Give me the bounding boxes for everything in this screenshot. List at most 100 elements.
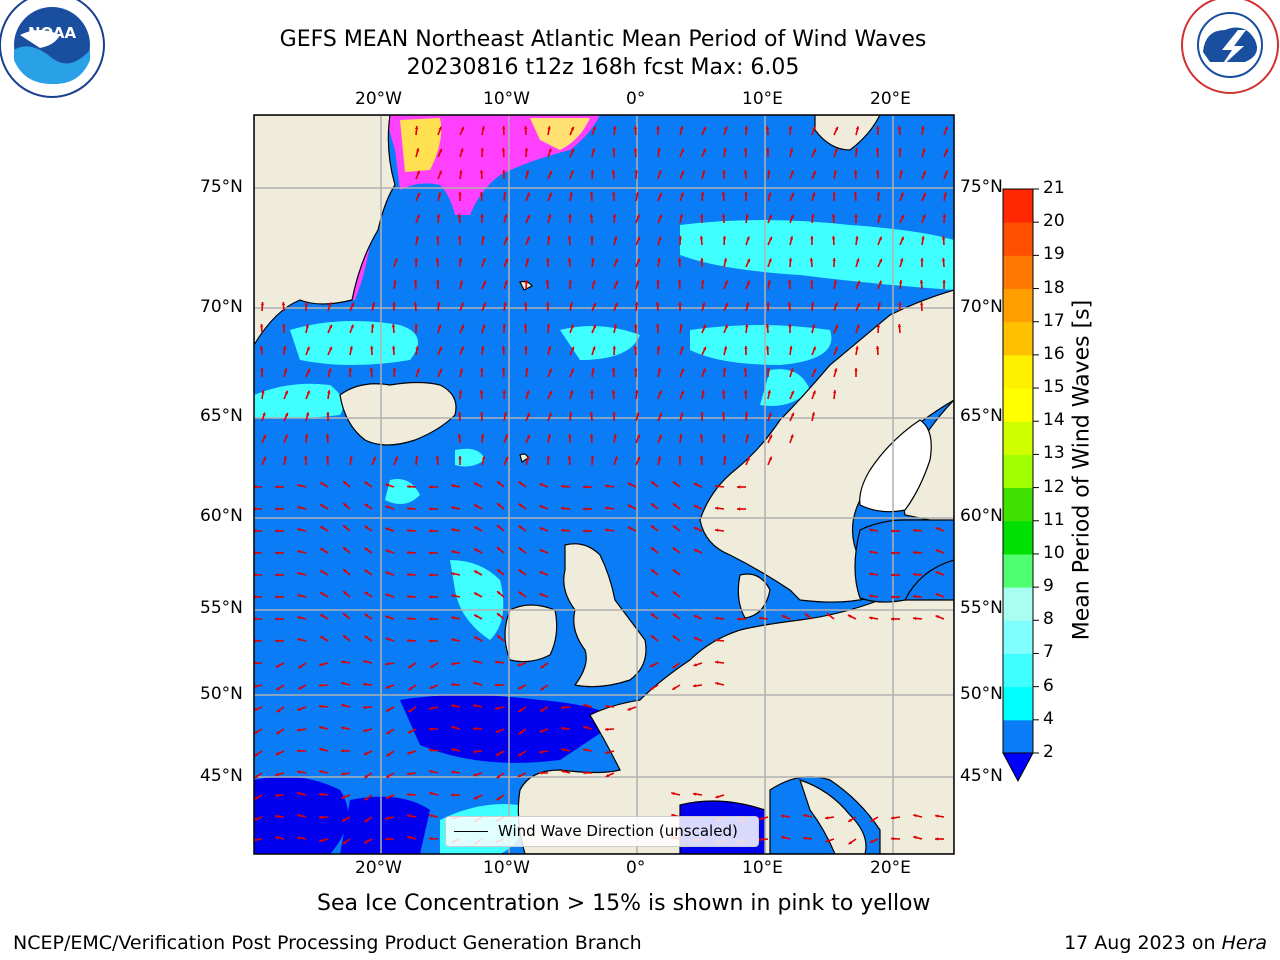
wind-wave-arrow-head (260, 324, 264, 328)
wind-wave-arrow-head (942, 280, 946, 284)
lat-label-left: 55°N (200, 598, 243, 618)
wind-wave-arrow-head (658, 192, 662, 197)
wind-wave-arrow-head (385, 549, 389, 553)
wind-wave-arrow-head (724, 126, 728, 130)
wind-wave-arrow-head (297, 506, 301, 510)
wind-wave-arrow-head (569, 192, 573, 196)
wind-wave-arrow-head (429, 685, 434, 689)
wind-wave-arrow-head (703, 346, 706, 351)
wind-wave-arrow-head (831, 214, 836, 218)
wind-wave-arrow-head (825, 839, 829, 843)
lat-label-left: 45°N (200, 766, 243, 786)
wind-wave-arrow-head (394, 456, 398, 461)
wind-wave-arrow-head (723, 456, 727, 460)
wind-wave-arrow-head (496, 796, 500, 801)
wind-wave-arrow-head (305, 412, 310, 416)
wind-wave-arrow-head (407, 814, 411, 818)
colorbar-tick-label: 18 (1043, 277, 1065, 298)
wind-wave-arrow-head (497, 569, 501, 573)
wind-wave-arrow-head (922, 192, 926, 197)
wind-wave-arrow-head (526, 456, 530, 460)
wind-wave-arrow-head (343, 635, 347, 639)
wind-wave-arrow-head (768, 258, 772, 262)
wind-wave-arrow-head (547, 126, 551, 130)
wind-wave-arrow-head (891, 529, 895, 533)
wind-wave-arrow-head (693, 684, 697, 688)
wind-wave-arrow-head (627, 482, 632, 486)
wind-wave-arrow-head (650, 686, 654, 690)
wind-wave-arrow-head (458, 412, 462, 416)
lon-label-top: 10°E (742, 89, 783, 109)
wind-wave-arrow-head (679, 434, 683, 438)
wind-wave-arrow-head (438, 368, 442, 373)
wind-wave-arrow-head (672, 635, 677, 639)
wind-wave-arrow-head (526, 236, 530, 241)
wind-wave-arrow-head (944, 126, 948, 131)
wind-wave-arrow-head (788, 280, 792, 284)
wind-wave-arrow-head (567, 456, 572, 460)
wind-wave-arrow-head (306, 390, 310, 395)
wind-wave-arrow-head (407, 638, 411, 643)
wind-wave-arrow-head (307, 368, 310, 373)
wind-wave-arrow-head (254, 707, 258, 711)
wind-wave-arrow-head (343, 613, 347, 617)
wind-wave-arrow-head (834, 368, 838, 372)
wind-wave-arrow-head (627, 504, 632, 508)
wind-wave-arrow-head (614, 456, 618, 460)
wind-wave-arrow-head (651, 525, 655, 529)
wind-wave-arrow-head (567, 258, 572, 262)
wind-wave-arrow-head (568, 434, 572, 438)
wind-wave-arrow-head (429, 617, 433, 621)
wind-wave-arrow-head (525, 368, 529, 372)
colorbar-segment (1003, 388, 1033, 422)
wind-wave-arrow-head (876, 324, 880, 328)
wind-wave-arrow-head (502, 126, 506, 130)
lon-label-bottom: 10°E (742, 858, 783, 878)
wind-wave-arrow-head (482, 280, 486, 285)
lat-label-right: 50°N (960, 684, 1003, 704)
colorbar-tick-label: 20 (1043, 211, 1065, 232)
wind-wave-arrow-head (518, 547, 523, 551)
wind-wave-arrow-head (744, 126, 748, 130)
wind-wave-arrow-head (407, 594, 411, 599)
wind-wave-arrow-head (320, 526, 324, 530)
wind-wave-arrow-head (561, 769, 565, 774)
wind-wave-arrow-head (474, 482, 478, 486)
wind-wave-arrow-head (501, 148, 506, 152)
wind-wave-arrow-head (451, 704, 455, 708)
wind-wave-arrow-head (351, 302, 354, 307)
wind-wave-arrow-head (474, 614, 478, 618)
wind-wave-arrow-head (781, 615, 786, 619)
colorbar-tick-label: 19 (1043, 244, 1065, 265)
noaa-logo-text: NOAA (28, 24, 77, 42)
wind-wave-arrow-head (744, 192, 748, 196)
wind-wave-arrow-head (811, 412, 815, 416)
wind-wave-arrow-head (746, 302, 750, 306)
map-frame (253, 114, 955, 855)
wind-wave-arrow-head (913, 616, 917, 621)
wind-wave-arrow-head (722, 390, 726, 394)
wind-wave-arrow-head (458, 390, 463, 394)
wind-wave-arrow-head (547, 434, 551, 438)
wind-wave-arrow-head (482, 302, 486, 307)
wind-wave-arrow-head (341, 795, 345, 799)
wind-wave-arrow-head (304, 434, 309, 438)
wind-wave-arrow-head (919, 280, 924, 284)
wind-wave-arrow-head (725, 302, 728, 307)
wind-wave-arrow-head (518, 686, 522, 690)
wind-wave-arrow-head (482, 324, 486, 328)
wind-wave-arrow-head (672, 547, 677, 551)
wind-wave-arrow-head (429, 748, 433, 752)
wind-wave-arrow-head (320, 592, 324, 596)
wind-wave-arrow-head (546, 324, 551, 328)
wind-wave-arrow-head (364, 569, 369, 573)
wind-wave-arrow-head (856, 258, 860, 262)
wind-wave-arrow-head (407, 506, 411, 511)
colorbar-segment (1003, 288, 1033, 323)
wind-wave-arrow-head (275, 639, 279, 643)
wind-wave-arrow-head (518, 525, 523, 529)
wind-wave-arrow-head (791, 192, 794, 197)
wind-wave-arrow-head (254, 774, 258, 778)
wind-wave-arrow-head (590, 236, 594, 240)
wind-wave-arrow-head (262, 434, 266, 439)
